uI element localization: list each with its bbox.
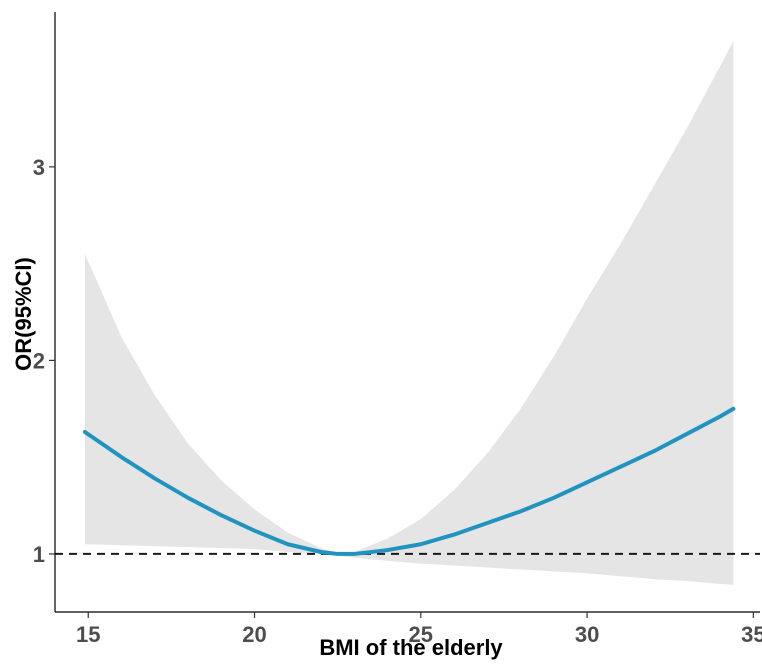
- confidence-band-layer: [84, 41, 734, 585]
- y-tick-label: 2: [33, 348, 45, 373]
- or-line: [82, 406, 736, 556]
- y-tick-label: 1: [33, 542, 45, 567]
- x-tick-label: 25: [409, 622, 433, 647]
- x-tick-label: 30: [575, 622, 599, 647]
- x-tick-label: 15: [76, 622, 100, 647]
- confidence-band: [84, 41, 734, 585]
- x-tick-label: 20: [242, 622, 266, 647]
- axes-layer: 15 20 25 30 35 1 2 3: [33, 12, 762, 647]
- y-tick-label: 3: [33, 155, 45, 180]
- x-tick-label: 35: [741, 622, 762, 647]
- or-line-layer: [82, 406, 736, 556]
- y-axis-title: OR(95%CI): [11, 257, 36, 371]
- x-axis-title: BMI of the elderly: [319, 635, 503, 660]
